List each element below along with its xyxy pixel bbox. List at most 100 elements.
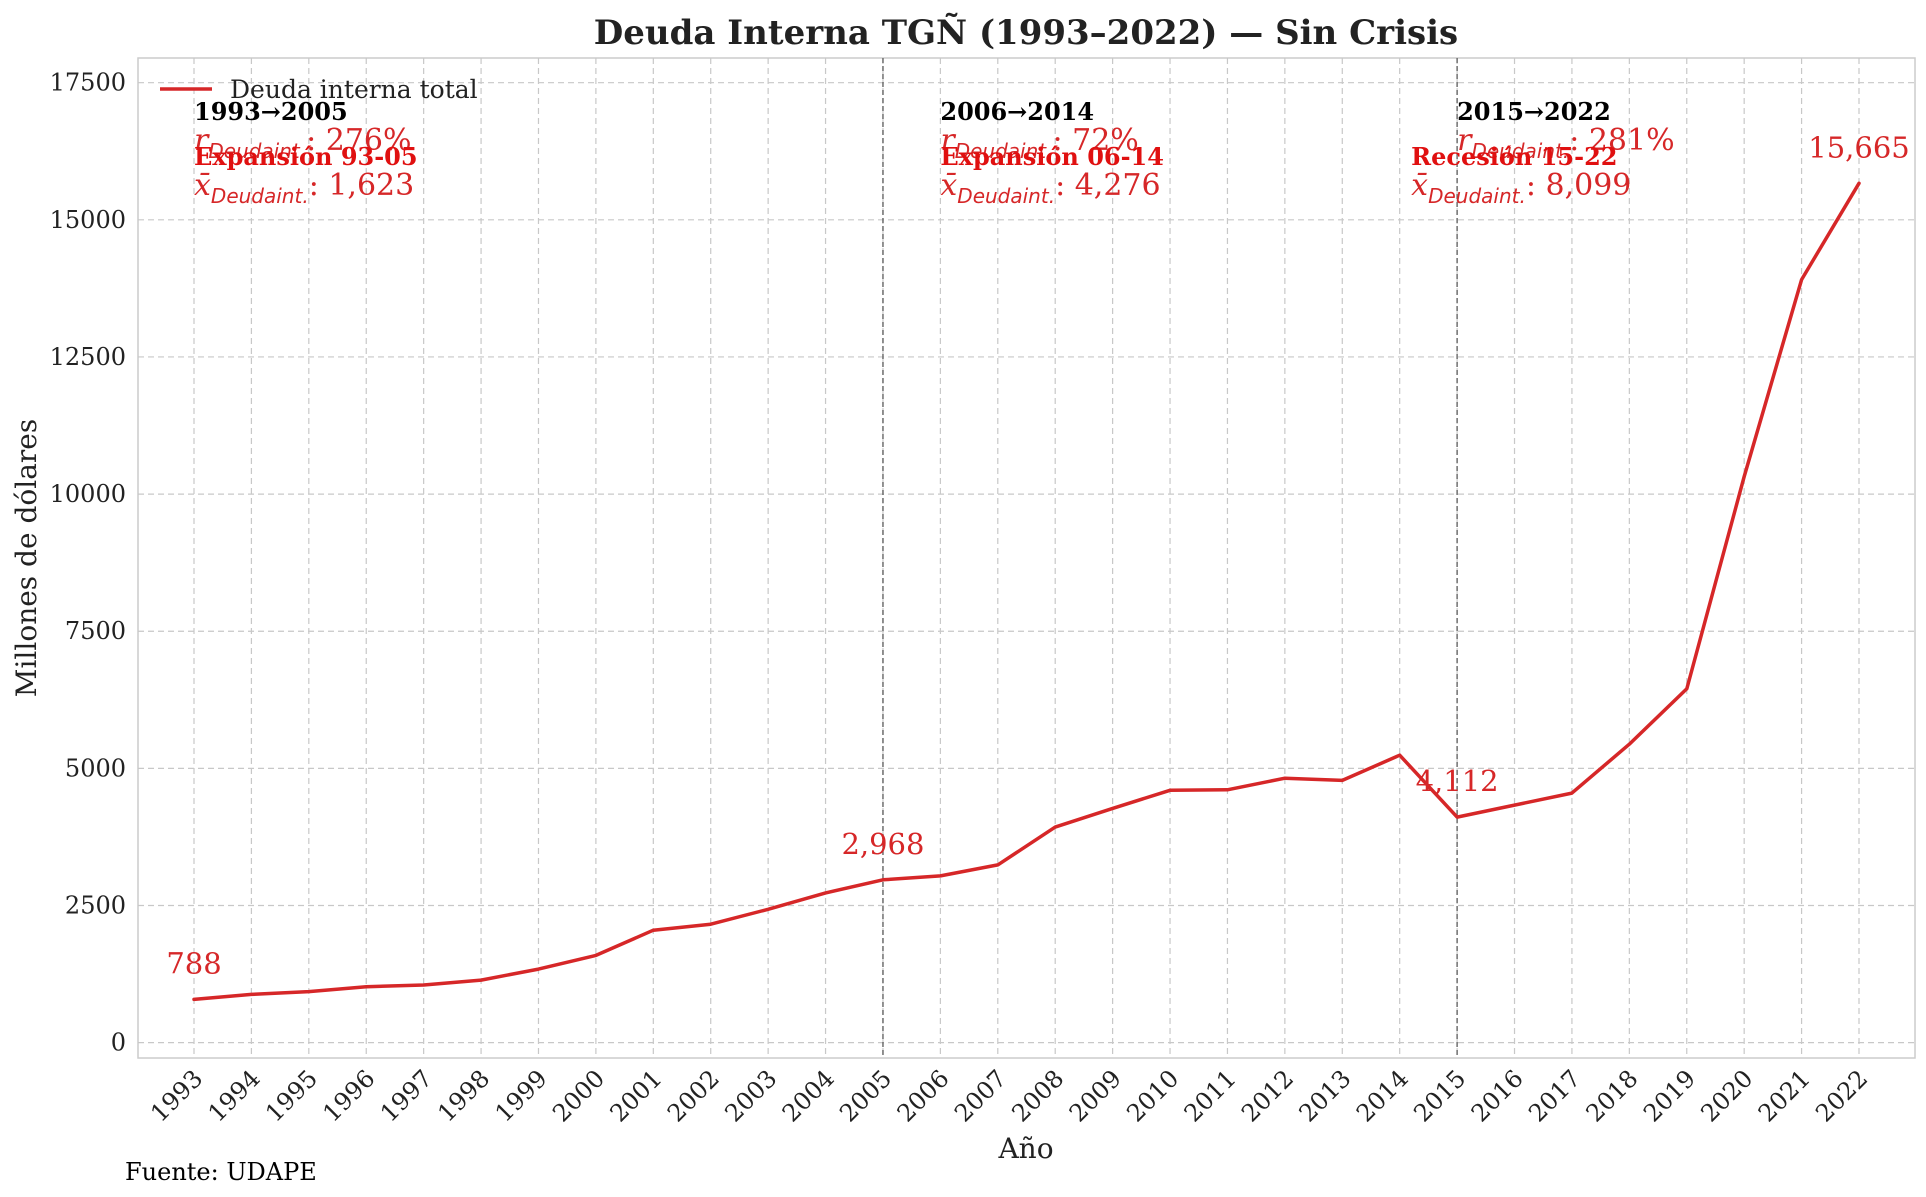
y-axis-label: Millones de dólares [10, 419, 43, 697]
data-point [249, 992, 253, 996]
legend: Deuda interna total [160, 75, 478, 104]
phase-label: Expansión 06-14 [940, 142, 1164, 171]
y-tick-label: 12500 [50, 343, 126, 371]
data-point [1800, 278, 1804, 282]
x-tick-label: 2019 [1638, 1064, 1701, 1127]
period-heading: 2006→2014 [940, 97, 1094, 126]
period-heading: 1993→2005 [194, 97, 348, 126]
data-point [1053, 825, 1057, 829]
y-tick-label: 15000 [50, 206, 126, 234]
growth-rate-stat: rDeudaint.: 72% [940, 123, 1138, 163]
plot-area [137, 57, 1916, 1059]
x-tick-label: 1995 [260, 1064, 323, 1127]
x-tick-label: 2006 [892, 1064, 955, 1127]
point-value-label: 788 [166, 946, 221, 980]
x-tick-label: 2005 [834, 1064, 897, 1127]
y-tick-labels: 0 2500 5000 7500 10000 12500 15000 17500 [50, 69, 126, 1057]
x-tick-label: 1994 [203, 1064, 266, 1127]
data-point [1627, 742, 1631, 746]
x-tick-label: 2002 [662, 1064, 725, 1127]
x-tick-label: 2014 [1351, 1064, 1414, 1127]
x-tick-label: 2004 [777, 1064, 840, 1127]
mean-stat: x̄Deudaint.: 8,099 [1411, 168, 1631, 208]
data-point [1340, 778, 1344, 782]
data-point [1398, 753, 1402, 757]
x-tick-label: 2016 [1466, 1064, 1529, 1127]
data-point [479, 978, 483, 982]
data-point [307, 990, 311, 994]
y-tick-label: 17500 [50, 69, 126, 97]
x-tick-label: 2021 [1753, 1064, 1816, 1127]
y-tick-label: 10000 [50, 480, 126, 508]
data-point [192, 997, 196, 1001]
data-point [1857, 181, 1861, 185]
data-point [709, 922, 713, 926]
period-dividers [882, 58, 1458, 1058]
data-point [536, 967, 540, 971]
x-tick-label: 2018 [1581, 1064, 1644, 1127]
growth-rate-stat: rDeudaint.: 281% [1457, 123, 1675, 163]
growth-rate-stat: rDeudaint.: 276% [194, 123, 412, 163]
data-point [881, 878, 885, 882]
data-point [1111, 806, 1115, 810]
series-line [192, 181, 1861, 1002]
data-point [824, 891, 828, 895]
data-point [1742, 475, 1746, 479]
point-value-label: 4,112 [1416, 764, 1499, 798]
x-tick-label: 1999 [490, 1064, 553, 1127]
x-tick-label: 2017 [1523, 1064, 1586, 1127]
x-tick-label: 1996 [317, 1064, 380, 1127]
period-heading: 2015→2022 [1457, 97, 1611, 126]
x-tick-label: 2015 [1408, 1064, 1471, 1127]
data-point [651, 928, 655, 932]
data-point [1283, 776, 1287, 780]
mean-stat: x̄Deudaint.: 1,623 [194, 168, 414, 208]
data-point [996, 863, 1000, 867]
data-point [938, 874, 942, 878]
x-tick-label: 2011 [1179, 1064, 1242, 1127]
point-labels: 788 2,968 4,112 15,665 [166, 130, 1909, 980]
y-tick-label: 0 [111, 1029, 126, 1057]
x-tick-label: 2001 [605, 1064, 668, 1127]
series-layer [192, 181, 1861, 1002]
point-value-label: 2,968 [841, 827, 924, 861]
data-point [766, 907, 770, 911]
x-tick-label: 2008 [1006, 1064, 1069, 1127]
x-tick-label: 1997 [375, 1064, 438, 1127]
data-point [1570, 791, 1574, 795]
source-note: Fuente: UDAPE [125, 1158, 317, 1186]
mean-stat: x̄Deudaint.: 4,276 [940, 168, 1160, 208]
data-point [1455, 815, 1459, 819]
data-point [594, 953, 598, 957]
data-point [422, 983, 426, 987]
data-point [364, 985, 368, 989]
y-tick-label: 7500 [65, 617, 126, 645]
chart-title: Deuda Interna TGÑ (1993–2022) — Sin Cris… [594, 13, 1458, 53]
x-tick-label: 2003 [719, 1064, 782, 1127]
x-tick-label: 2012 [1236, 1064, 1299, 1127]
x-tick-label: 2013 [1294, 1064, 1357, 1127]
data-point [1513, 803, 1517, 807]
x-axis-label: Año [997, 1132, 1053, 1165]
x-tick-label: 1993 [145, 1064, 208, 1127]
phase-label: Expansión 93-05 [194, 142, 418, 171]
x-tick-label: 2007 [949, 1064, 1012, 1127]
y-tick-label: 5000 [65, 754, 126, 782]
x-tick-label: 2010 [1121, 1064, 1184, 1127]
x-tick-label: 1998 [432, 1064, 495, 1127]
point-value-label: 15,665 [1808, 130, 1909, 164]
phase-label: Recesión 15-22 [1411, 142, 1617, 171]
data-point [1168, 788, 1172, 792]
x-tick-label: 2020 [1695, 1064, 1758, 1127]
data-point [1225, 788, 1229, 792]
legend-entry-label: Deuda interna total [230, 75, 478, 104]
x-tick-labels: 1993199419951996199719981999200020012002… [145, 1064, 1873, 1127]
x-tick-label: 2022 [1810, 1064, 1873, 1127]
x-tick-label: 2000 [547, 1064, 610, 1127]
x-tick-label: 2009 [1064, 1064, 1127, 1127]
